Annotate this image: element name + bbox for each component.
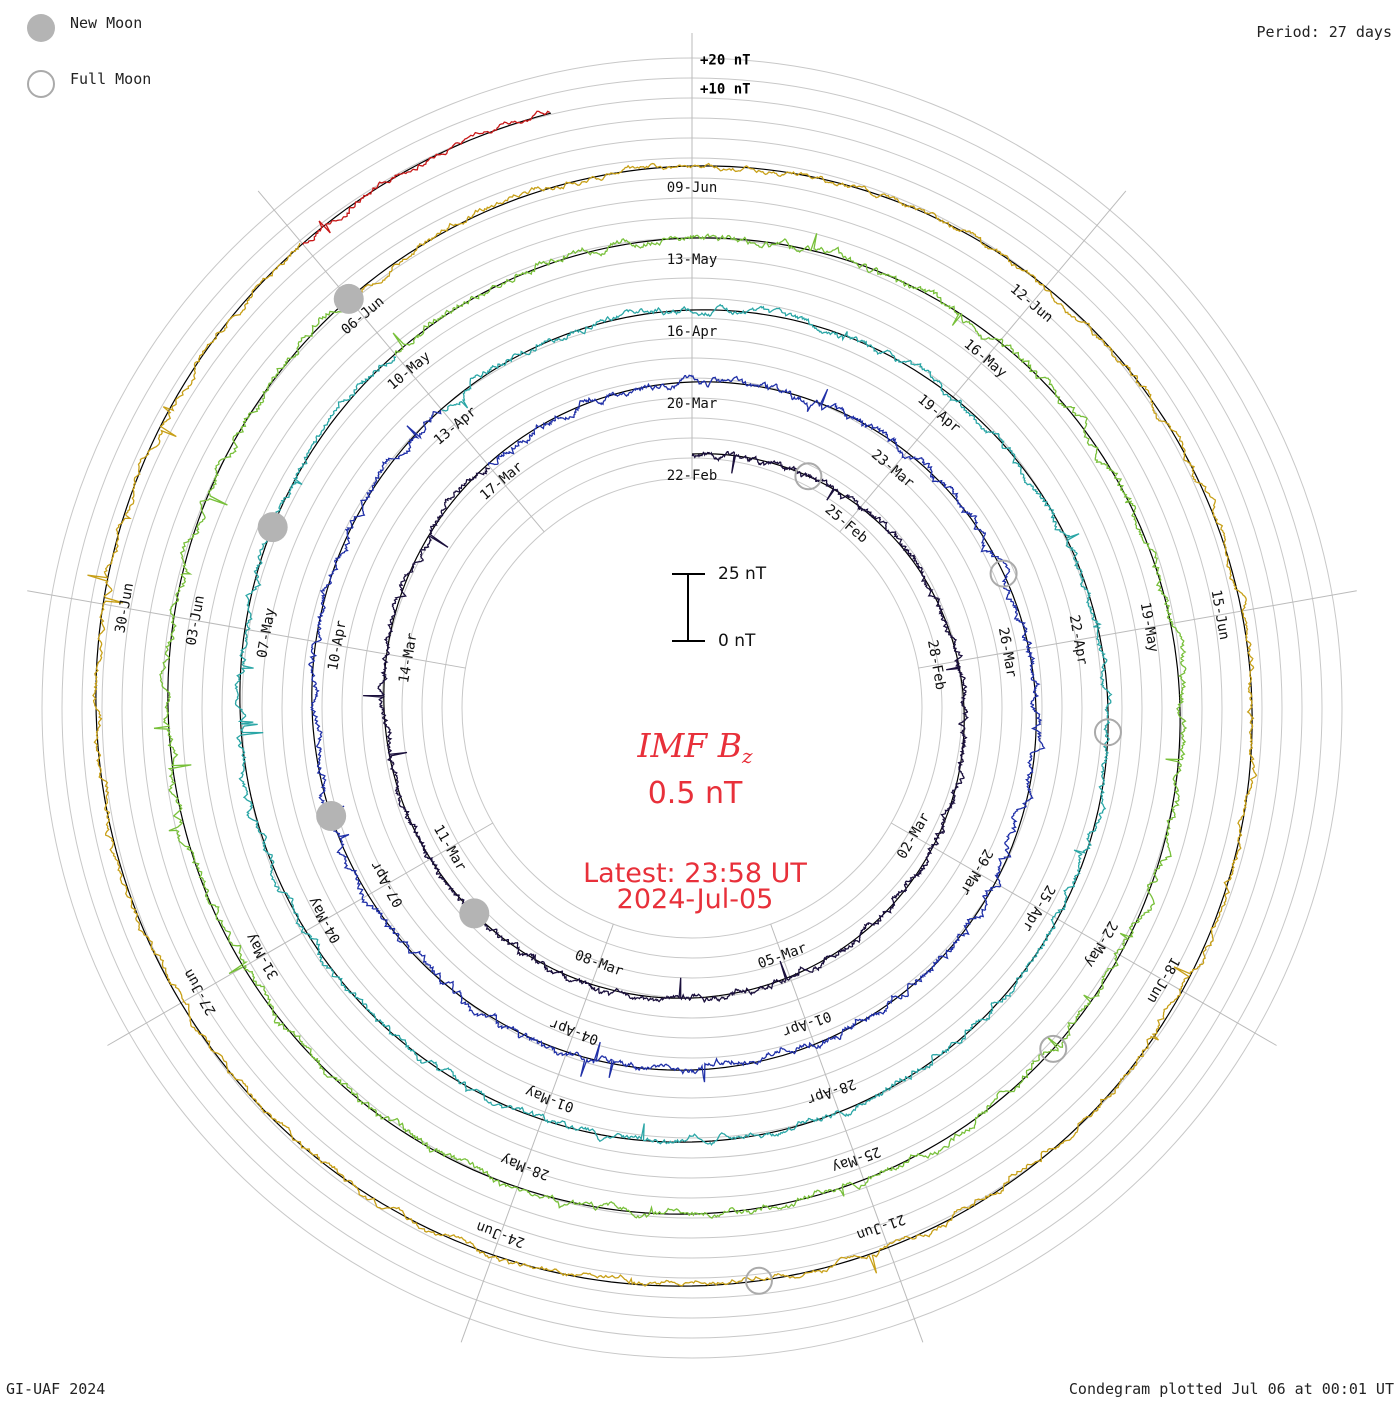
date-label: 28-May [499,1150,552,1182]
full-moon-marker [794,462,823,491]
chart-title: IMF Bz [0,726,1390,768]
new-moon-marker [316,801,347,832]
grid-spoke [107,822,494,1046]
new-moon-marker [333,283,364,314]
new-moon-icon [27,14,55,42]
date-label: 22-Feb [667,468,718,484]
latest-time: Latest: 23:58 UT [583,858,807,889]
series-trace [234,303,1113,1147]
date-label: 28-Feb [924,639,949,692]
date-label: 20-Mar [667,396,718,412]
series-trace [153,233,1188,1219]
date-label: 25-Feb [822,502,871,547]
chart-title-subscript: z [741,744,753,768]
date-label: 28-Apr [805,1075,858,1107]
date-label: 01-Apr [780,1008,833,1040]
date-label: 10-May [385,349,434,394]
full-moon-marker [1039,1034,1068,1063]
chart-title-main: IMF B [637,726,742,765]
date-label: 21-Jun [854,1211,907,1243]
grid-spoke [890,822,1277,1046]
ring-scale-label: +10 nT [700,82,751,98]
full-moon-icon [27,70,55,98]
date-label: 27-Jun [181,966,220,1018]
date-label: 31-May [243,930,282,982]
date-label: 04-Apr [548,1015,601,1047]
grid-spoke [839,190,1127,533]
date-label: 22-May [1081,918,1120,970]
date-label: 01-May [523,1083,576,1115]
grid-spoke [918,590,1357,669]
date-label: 10-Apr [325,619,350,672]
date-label: 19-May [1137,601,1162,654]
date-label: 16-Apr [667,324,718,340]
date-label: 30-Jun [113,582,138,635]
ring-scale-label: +20 nT [700,53,751,69]
legend-full-moon-label: Full Moon [70,70,152,88]
series-trace [302,110,551,245]
grid-spoke [27,590,466,669]
date-label: 15-Jun [1208,589,1233,642]
new-moon-marker [257,512,288,543]
full-moon-marker [744,1266,773,1295]
scale-top-label: 25 nT [718,564,767,584]
series-trace [87,162,1258,1287]
date-label: 03-Jun [183,594,208,647]
date-label: 14-Mar [396,632,421,685]
date-label: 19-Apr [914,391,963,436]
date-label: 13-Apr [431,404,480,449]
legend-new-moon-label: New Moon [70,14,143,32]
date-label: 13-May [667,252,718,268]
grid-spoke [460,923,614,1343]
date-label: 09-Jun [667,180,718,196]
grid-spoke [770,923,924,1343]
date-label: 23-Mar [868,447,917,492]
period-label: Period: 27 days [1256,23,1392,41]
date-label: 08-Mar [572,947,625,979]
date-label: 12-Jun [1007,281,1056,326]
date-label: 24-Jun [474,1218,527,1250]
date-label: 26-Mar [995,626,1020,679]
date-label: 07-May [254,607,279,660]
date-label: 25-May [830,1143,883,1175]
scale-bottom-label: 0 nT [718,631,756,651]
grid-spoke [257,190,545,533]
series-trace [363,450,969,1004]
series-trace [308,374,1046,1083]
full-moon-marker [1093,718,1122,747]
current-value: 0.5 nT [647,776,743,811]
date-label: 22-Apr [1066,614,1091,667]
new-moon-marker [459,898,490,929]
date-label: 17-Mar [477,459,526,504]
full-moon-marker [989,559,1018,588]
plotted-timestamp: Condegram plotted Jul 06 at 00:01 UT [1068,1380,1394,1398]
credit-label: GI-UAF 2024 [6,1380,106,1398]
latest-date: 2024-Jul-05 [616,884,774,915]
